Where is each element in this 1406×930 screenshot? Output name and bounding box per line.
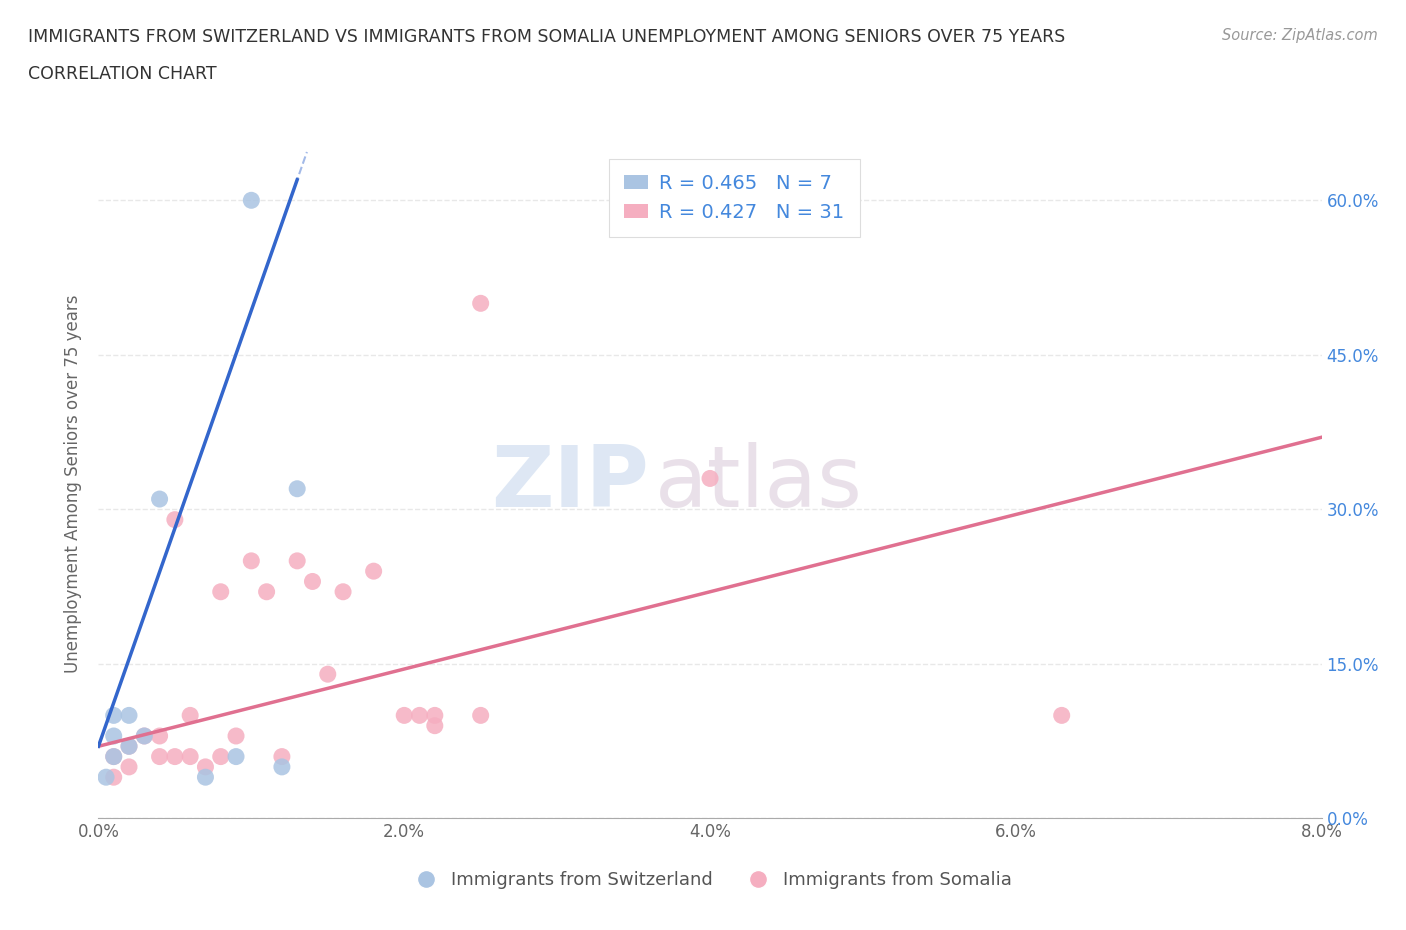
- Point: [270, 750, 294, 764]
- Point: [179, 750, 201, 764]
- Point: [240, 553, 263, 568]
- Text: Source: ZipAtlas.com: Source: ZipAtlas.com: [1222, 28, 1378, 43]
- Text: atlas: atlas: [655, 442, 863, 525]
- Point: [408, 708, 430, 723]
- Point: [316, 667, 339, 682]
- Point: [225, 728, 247, 743]
- Point: [118, 738, 141, 753]
- Point: [118, 708, 141, 723]
- Point: [423, 718, 446, 733]
- Point: [225, 750, 247, 764]
- Text: CORRELATION CHART: CORRELATION CHART: [28, 65, 217, 83]
- Point: [392, 708, 416, 723]
- Point: [240, 193, 263, 207]
- Point: [163, 512, 186, 527]
- Point: [470, 708, 492, 723]
- Point: [209, 584, 232, 599]
- Point: [1050, 708, 1073, 723]
- Point: [103, 750, 125, 764]
- Point: [285, 482, 308, 497]
- Point: [179, 708, 201, 723]
- Point: [134, 728, 156, 743]
- Point: [149, 492, 172, 507]
- Point: [270, 760, 294, 775]
- Point: [163, 750, 186, 764]
- Point: [134, 728, 156, 743]
- Point: [149, 728, 172, 743]
- Point: [209, 750, 232, 764]
- Text: ZIP: ZIP: [491, 442, 650, 525]
- Point: [470, 296, 492, 311]
- Point: [301, 574, 323, 589]
- Point: [332, 584, 354, 599]
- Point: [363, 564, 385, 578]
- Point: [194, 770, 217, 785]
- Point: [103, 770, 125, 785]
- Legend: Immigrants from Switzerland, Immigrants from Somalia: Immigrants from Switzerland, Immigrants …: [401, 864, 1019, 897]
- Point: [118, 738, 141, 753]
- Point: [699, 471, 721, 485]
- Point: [103, 728, 125, 743]
- Point: [94, 770, 117, 785]
- Point: [285, 553, 308, 568]
- Y-axis label: Unemployment Among Seniors over 75 years: Unemployment Among Seniors over 75 years: [65, 295, 83, 672]
- Text: IMMIGRANTS FROM SWITZERLAND VS IMMIGRANTS FROM SOMALIA UNEMPLOYMENT AMONG SENIOR: IMMIGRANTS FROM SWITZERLAND VS IMMIGRANT…: [28, 28, 1066, 46]
- Point: [149, 750, 172, 764]
- Point: [103, 708, 125, 723]
- Point: [423, 708, 446, 723]
- Point: [118, 760, 141, 775]
- Point: [103, 750, 125, 764]
- Point: [256, 584, 278, 599]
- Point: [194, 760, 217, 775]
